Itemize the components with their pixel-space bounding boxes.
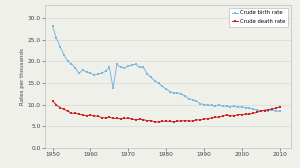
Crude death rate bbox=[153, 121, 157, 123]
Crude death rate bbox=[96, 115, 100, 117]
Crude death rate bbox=[278, 106, 281, 108]
Crude death rate bbox=[104, 117, 107, 119]
Crude birth rate bbox=[187, 97, 190, 99]
Crude birth rate bbox=[51, 25, 54, 27]
Crude death rate bbox=[176, 120, 179, 122]
Crude birth rate bbox=[248, 107, 251, 109]
Crude death rate bbox=[51, 100, 54, 102]
Legend: Crude birth rate, Crude death rate: Crude birth rate, Crude death rate bbox=[229, 8, 288, 27]
Crude death rate bbox=[191, 120, 194, 122]
Crude birth rate bbox=[96, 73, 100, 75]
Y-axis label: Rates per thousands: Rates per thousands bbox=[20, 48, 25, 105]
Crude birth rate bbox=[130, 64, 134, 66]
Crude birth rate bbox=[278, 110, 281, 112]
Line: Crude death rate: Crude death rate bbox=[51, 99, 281, 123]
Crude birth rate bbox=[172, 92, 175, 94]
Crude death rate bbox=[130, 118, 134, 120]
Crude birth rate bbox=[259, 111, 262, 113]
Line: Crude birth rate: Crude birth rate bbox=[51, 25, 281, 113]
Crude death rate bbox=[251, 112, 255, 114]
Crude birth rate bbox=[104, 70, 107, 72]
